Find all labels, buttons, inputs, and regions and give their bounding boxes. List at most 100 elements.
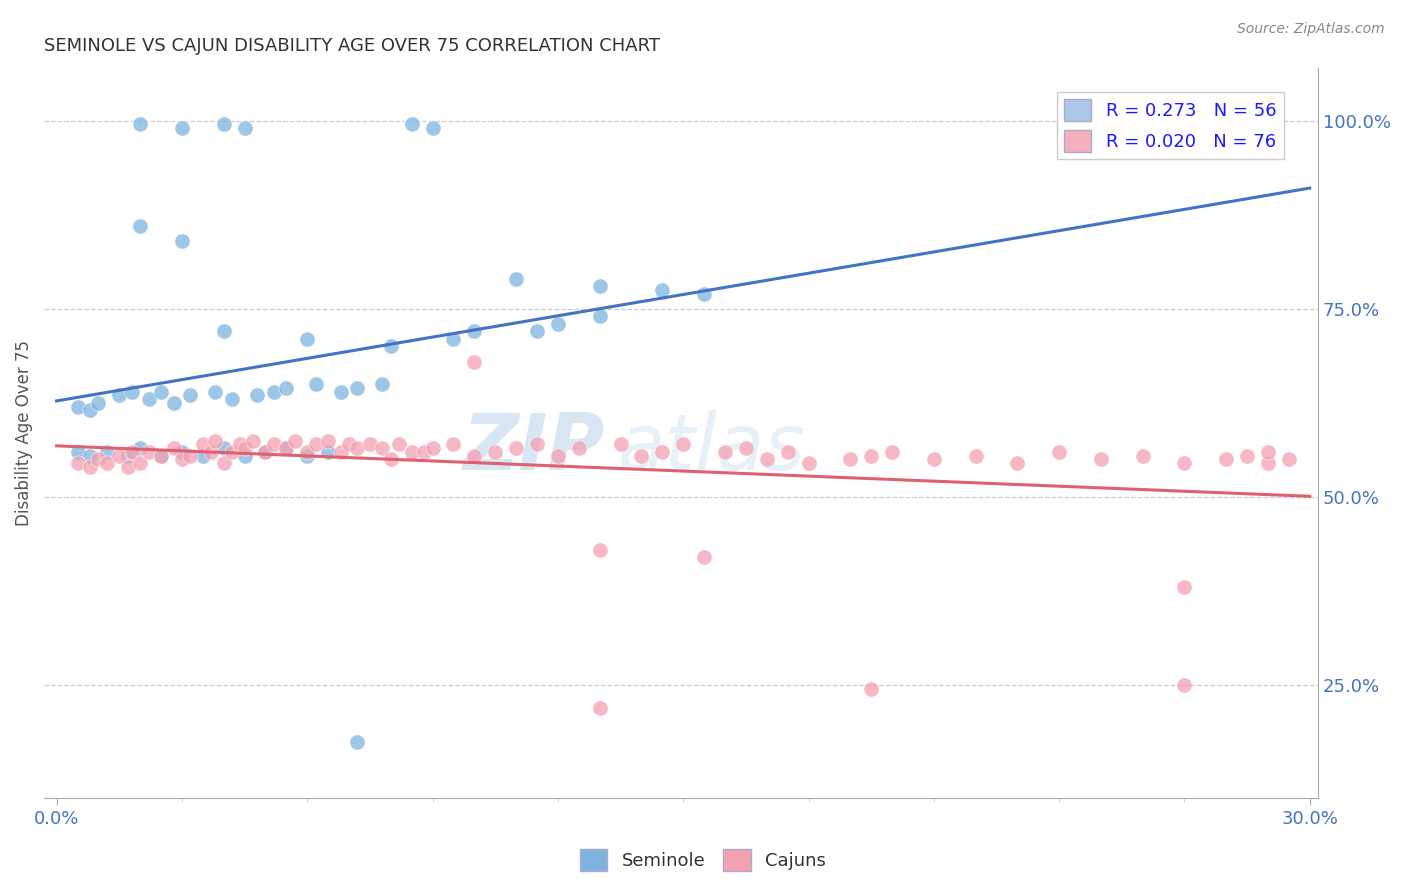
Point <box>860 449 883 463</box>
Legend: R = 0.273   N = 56, R = 0.020   N = 76: R = 0.273 N = 56, R = 0.020 N = 76 <box>1057 92 1284 159</box>
Point <box>96 445 118 459</box>
Point <box>170 234 193 248</box>
Point <box>212 117 235 131</box>
Point <box>797 456 820 470</box>
Point <box>388 437 411 451</box>
Point <box>212 441 235 455</box>
Point <box>880 445 903 459</box>
Point <box>484 445 506 459</box>
Point <box>162 441 184 455</box>
Point <box>609 437 631 451</box>
Point <box>66 456 89 470</box>
Point <box>263 437 285 451</box>
Point <box>129 456 152 470</box>
Point <box>371 377 394 392</box>
Point <box>212 325 235 339</box>
Point <box>276 441 298 455</box>
Point <box>242 434 264 448</box>
Point <box>96 456 118 470</box>
Point <box>839 452 862 467</box>
Point <box>337 437 360 451</box>
Point <box>129 441 152 455</box>
Point <box>922 452 945 467</box>
Legend: Seminole, Cajuns: Seminole, Cajuns <box>572 842 834 879</box>
Point <box>162 396 184 410</box>
Point <box>246 388 269 402</box>
Point <box>1047 445 1070 459</box>
Point <box>1132 449 1154 463</box>
Point <box>371 441 394 455</box>
Point <box>346 381 368 395</box>
Point <box>221 392 243 407</box>
Point <box>150 449 173 463</box>
Point <box>1236 449 1258 463</box>
Point <box>170 121 193 136</box>
Point <box>359 437 381 451</box>
Point <box>212 456 235 470</box>
Point <box>965 449 987 463</box>
Point <box>108 388 131 402</box>
Point <box>254 445 277 459</box>
Point <box>121 384 143 399</box>
Point <box>191 449 214 463</box>
Point <box>316 434 339 448</box>
Text: SEMINOLE VS CAJUN DISABILITY AGE OVER 75 CORRELATION CHART: SEMINOLE VS CAJUN DISABILITY AGE OVER 75… <box>44 37 659 55</box>
Point <box>526 437 548 451</box>
Point <box>505 441 527 455</box>
Point <box>179 449 201 463</box>
Point <box>693 286 716 301</box>
Point <box>329 445 352 459</box>
Point <box>276 441 298 455</box>
Point <box>121 445 143 459</box>
Point <box>693 550 716 565</box>
Point <box>1173 456 1195 470</box>
Point <box>329 384 352 399</box>
Point <box>589 701 612 715</box>
Point <box>401 117 423 131</box>
Point <box>233 441 256 455</box>
Point <box>463 325 485 339</box>
Point <box>714 445 737 459</box>
Point <box>1278 452 1301 467</box>
Point <box>204 384 226 399</box>
Point <box>304 437 326 451</box>
Point <box>346 734 368 748</box>
Point <box>1257 445 1279 459</box>
Y-axis label: Disability Age Over 75: Disability Age Over 75 <box>15 340 32 526</box>
Point <box>1215 452 1237 467</box>
Point <box>87 396 110 410</box>
Point <box>401 445 423 459</box>
Point <box>443 332 465 346</box>
Point <box>547 449 569 463</box>
Point <box>276 381 298 395</box>
Point <box>200 445 222 459</box>
Text: atlas: atlas <box>617 409 806 485</box>
Point <box>380 339 402 353</box>
Point <box>79 459 101 474</box>
Point <box>129 117 152 131</box>
Point <box>297 445 319 459</box>
Point <box>346 441 368 455</box>
Point <box>304 377 326 392</box>
Point <box>138 392 160 407</box>
Point <box>589 542 612 557</box>
Point <box>630 449 652 463</box>
Point <box>463 354 485 368</box>
Point <box>233 121 256 136</box>
Point <box>589 279 612 293</box>
Point <box>651 283 673 297</box>
Text: Source: ZipAtlas.com: Source: ZipAtlas.com <box>1237 22 1385 37</box>
Point <box>526 325 548 339</box>
Point <box>505 271 527 285</box>
Point <box>79 449 101 463</box>
Point <box>254 445 277 459</box>
Point <box>755 452 778 467</box>
Point <box>776 445 799 459</box>
Point <box>233 449 256 463</box>
Point <box>150 449 173 463</box>
Point <box>263 384 285 399</box>
Point <box>66 400 89 414</box>
Text: ZIP: ZIP <box>463 409 605 485</box>
Point <box>547 317 569 331</box>
Point <box>66 445 89 459</box>
